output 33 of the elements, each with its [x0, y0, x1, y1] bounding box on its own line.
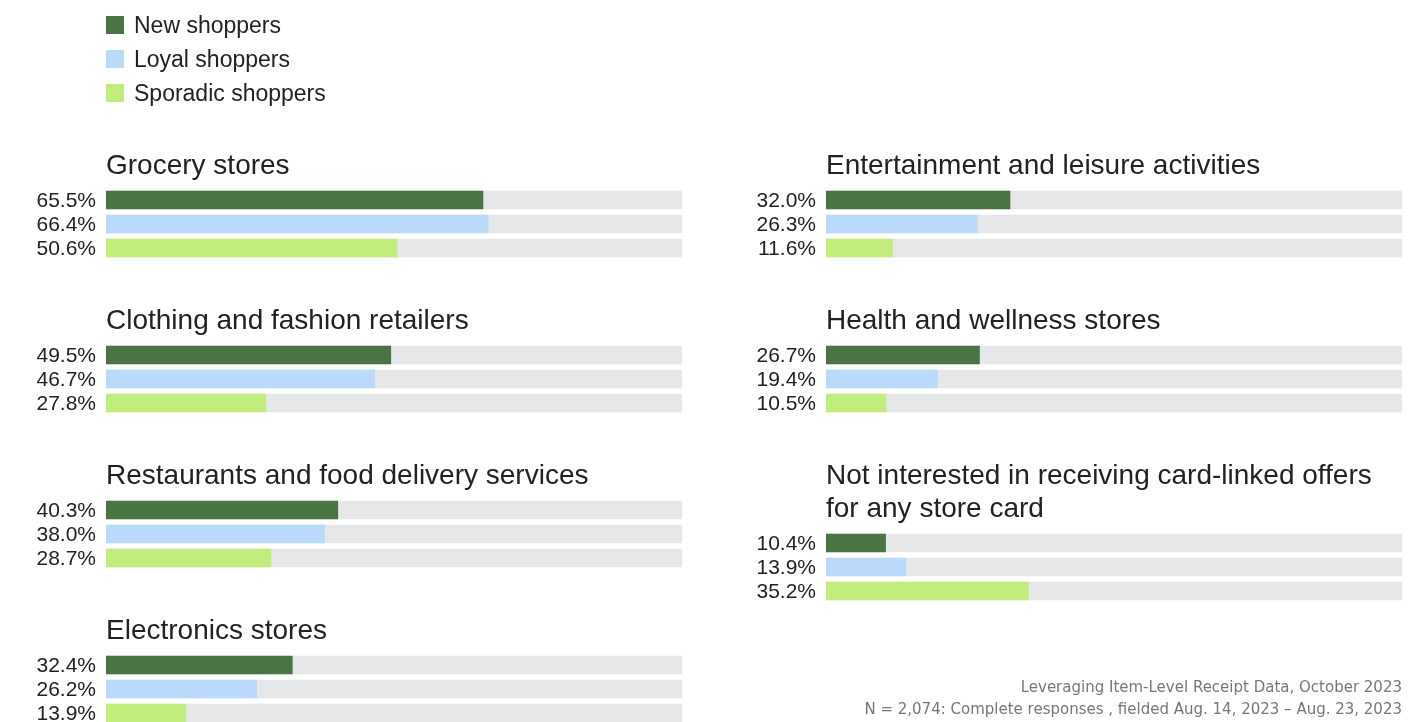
data-label: 26.7%: [756, 342, 816, 366]
data-label: 27.8%: [36, 390, 96, 414]
data-label: 46.7%: [36, 366, 96, 390]
chart-title: Entertainment and leisure activities: [826, 148, 1262, 181]
data-label: 66.4%: [36, 211, 96, 235]
data-label: 13.9%: [756, 554, 816, 578]
data-label: 28.7%: [36, 545, 96, 569]
text: N = 2,074: Complete responses , fielded Aug. 14, 2023 – Aug. 23, 2023: [864, 699, 1402, 720]
data-label: 11.6%: [758, 235, 816, 259]
data-label: 10.5%: [756, 390, 816, 414]
data-label: 32.4%: [36, 652, 96, 676]
legend-label: Sporadic shoppers: [134, 79, 326, 107]
data-label: 65.5%: [36, 187, 96, 211]
chart-title: Health and wellness stores: [826, 303, 1162, 336]
legend-label: Loyal shoppers: [134, 45, 290, 73]
chart-title: Clothing and fashion retailers: [106, 303, 470, 336]
data-label: 50.6%: [36, 235, 96, 259]
chart-title: Electronics stores: [106, 613, 328, 646]
chart-title: Restaurants and food delivery services: [106, 458, 590, 491]
data-label: 32.0%: [756, 187, 816, 211]
data-label: 26.2%: [36, 676, 96, 700]
data-label: 10.4%: [756, 530, 816, 554]
data-label: 35.2%: [756, 578, 816, 602]
data-label: 26.3%: [756, 211, 816, 235]
data-label: 13.9%: [36, 700, 96, 722]
data-label: 40.3%: [36, 497, 96, 521]
data-label: 38.0%: [36, 521, 96, 545]
legend-label: New shoppers: [134, 11, 282, 39]
data-label: 19.4%: [756, 366, 816, 390]
chart-title: Grocery stores: [106, 148, 291, 181]
chart-title: Not interested in receiving card-linked offers for any store card: [826, 458, 1373, 524]
data-label: 49.5%: [36, 342, 96, 366]
text: Leveraging Item-Level Receipt Data, October 2023: [1019, 677, 1402, 698]
